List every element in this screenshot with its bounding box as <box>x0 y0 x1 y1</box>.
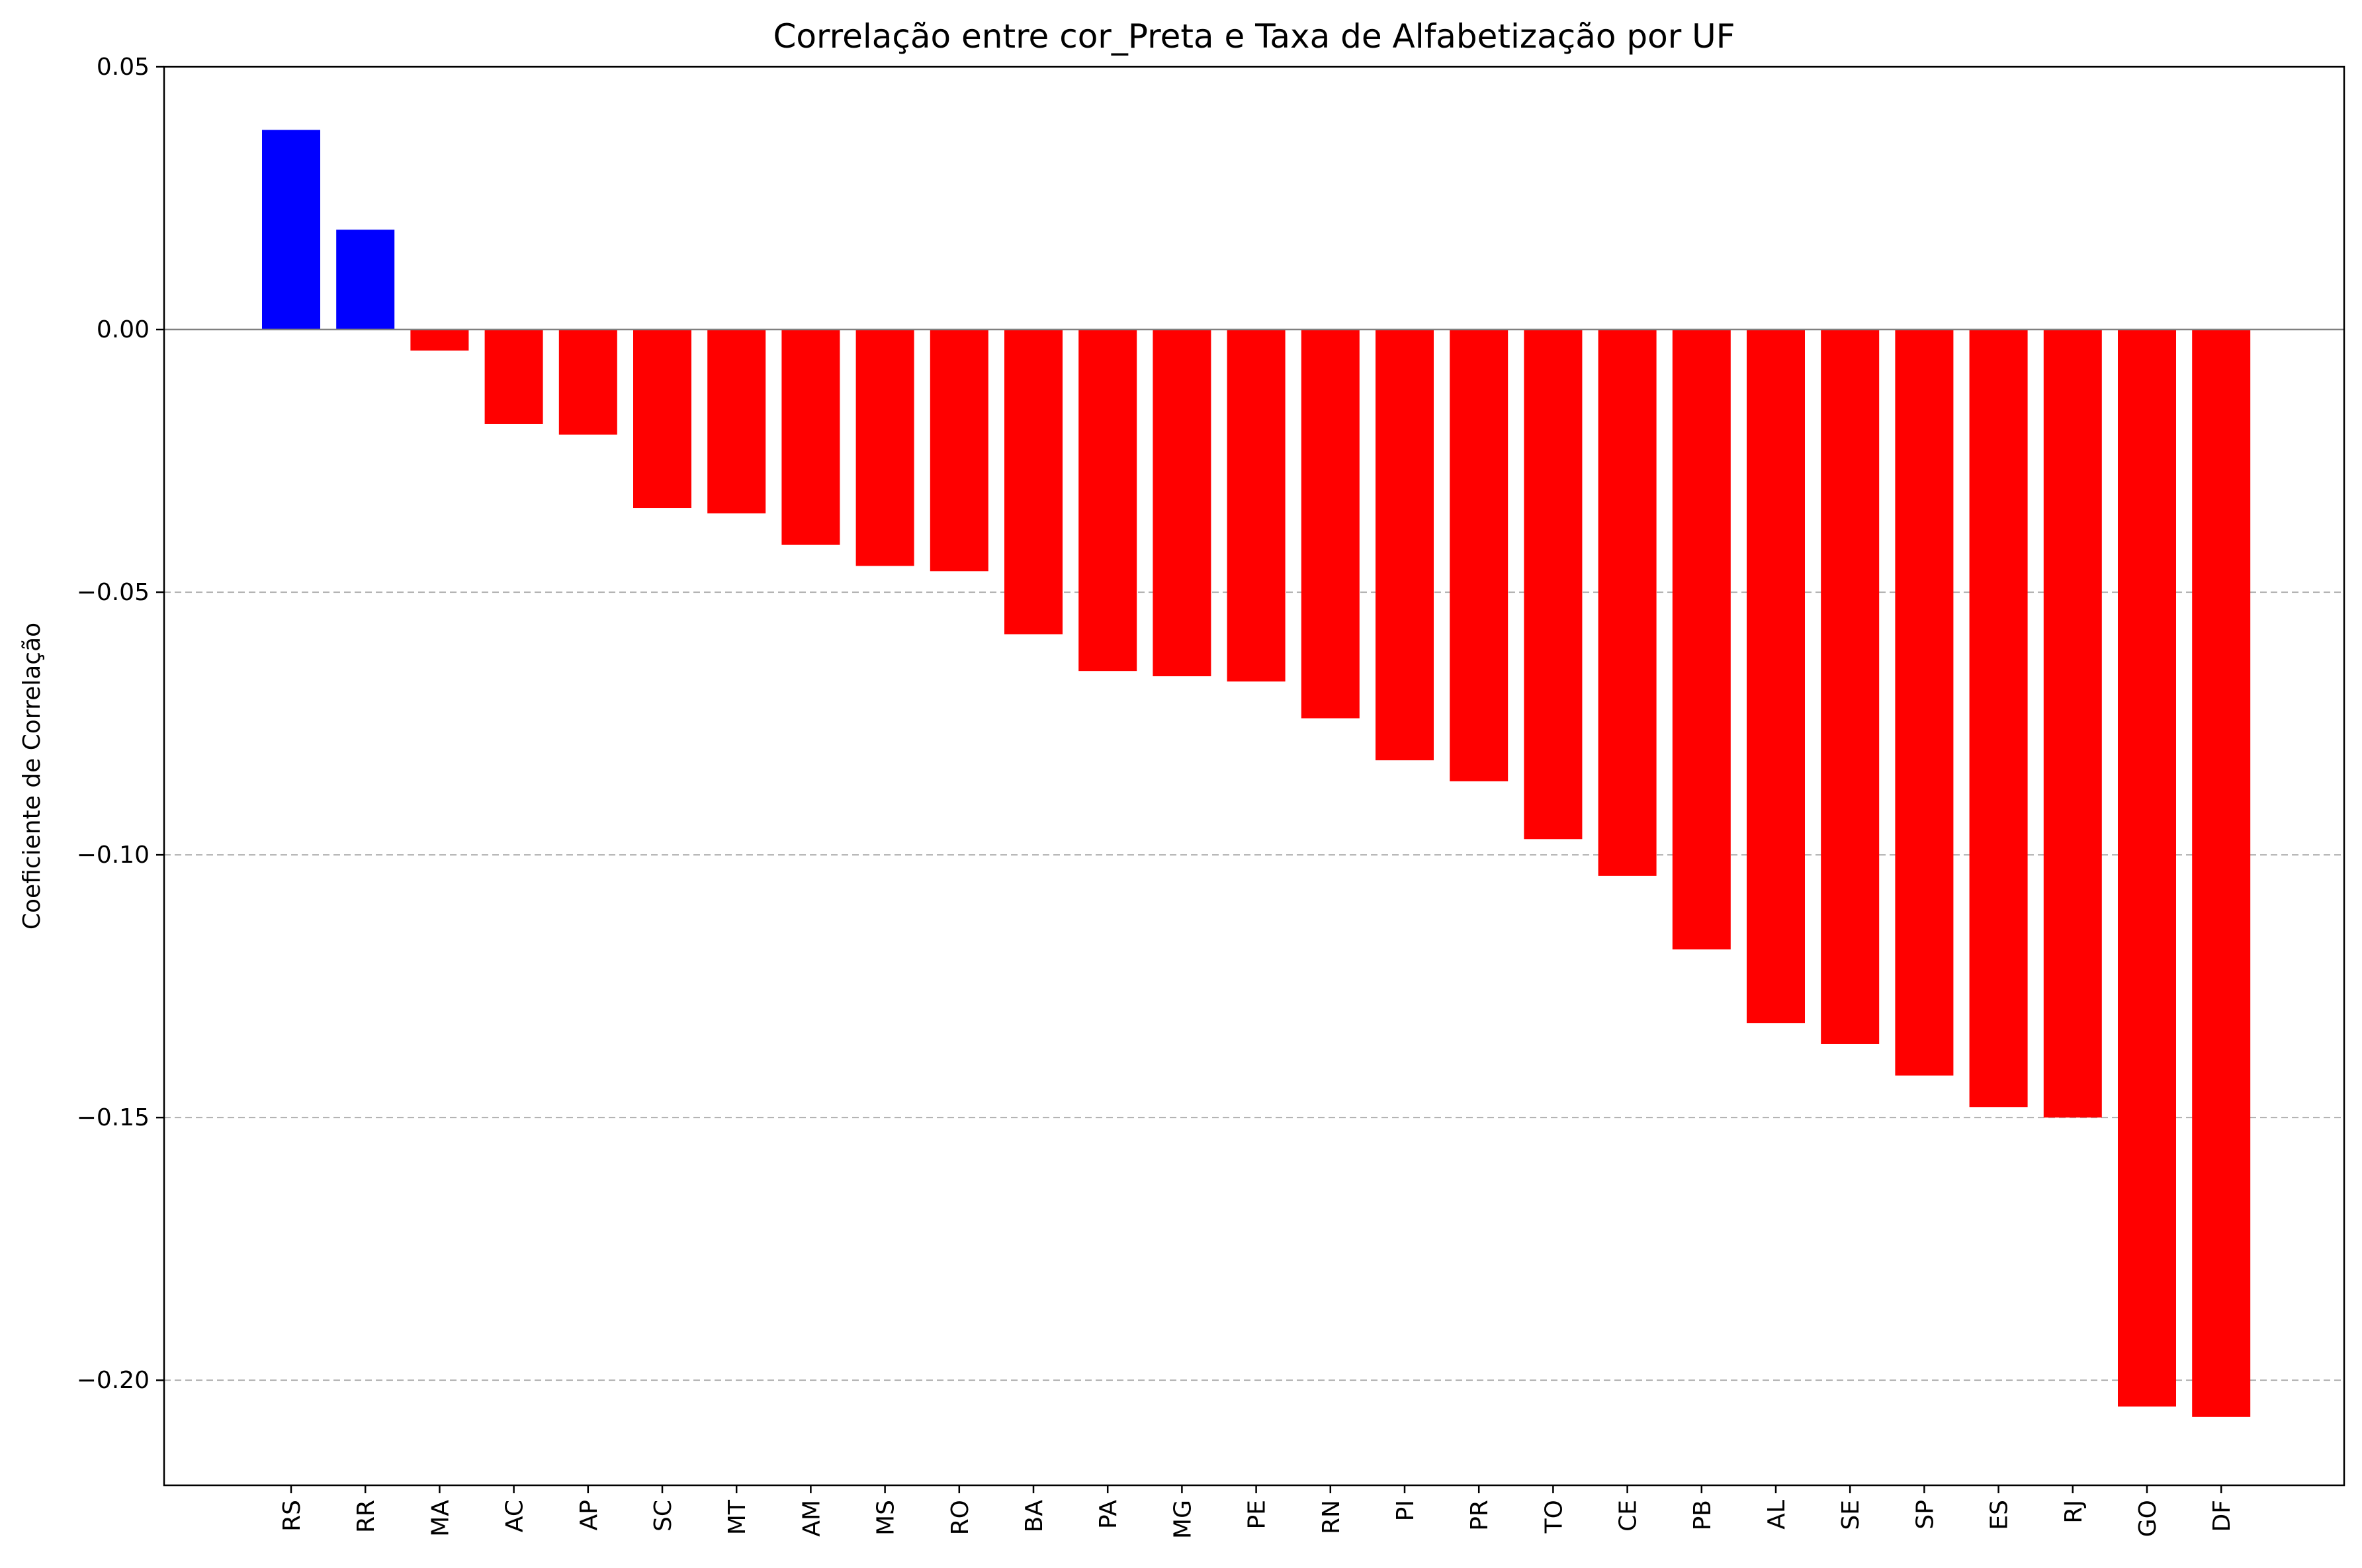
x-tick-label-am: AM <box>798 1500 825 1537</box>
bar-ma <box>410 329 469 351</box>
x-tick-label-rr: RR <box>353 1500 380 1533</box>
x-tick-label-df: DF <box>2209 1500 2236 1532</box>
bar-pi <box>1376 329 1434 761</box>
x-tick-label-rn: RN <box>1318 1500 1345 1534</box>
bar-to <box>1524 329 1583 840</box>
x-tick-label-sc: SC <box>650 1500 677 1532</box>
bar-sp <box>1895 329 1954 1076</box>
x-tick-label-to: TO <box>1540 1500 1567 1534</box>
x-tick-label-mg: MG <box>1169 1500 1196 1539</box>
bar-sc <box>633 329 691 509</box>
bar-al <box>1747 329 1805 1024</box>
x-tick-label-es: ES <box>1986 1500 2013 1530</box>
y-axis-label: Coeficiente de Correlação <box>19 623 46 930</box>
bar-ba <box>1004 329 1063 634</box>
bar-ac <box>484 329 543 424</box>
x-tick-label-ro: RO <box>947 1500 974 1535</box>
bar-ap <box>558 329 617 435</box>
chart-title: Correlação entre cor_Preta e Taxa de Alf… <box>773 17 1735 56</box>
bar-pr <box>1450 329 1509 781</box>
x-tick-label-go: GO <box>2134 1500 2162 1537</box>
x-tick-label-ac: AC <box>502 1500 529 1532</box>
x-axis-ticks: RS RR MA AC AP SC MT AM MS RO BA PA MG PE RN PI PR TO CE PB… <box>279 1485 2236 1539</box>
bar-rn <box>1301 329 1360 719</box>
bar-se <box>1821 329 1880 1044</box>
x-tick-label-pb: PB <box>1689 1500 1716 1530</box>
bar-pb <box>1672 329 1731 950</box>
bars <box>262 130 2251 1417</box>
bar-go <box>2118 329 2176 1407</box>
bar-rs <box>262 130 320 330</box>
y-tick-label: −0.05 <box>77 579 150 606</box>
y-tick-label: 0.00 <box>97 316 150 343</box>
x-tick-label-pr: PR <box>1466 1500 1493 1531</box>
bar-ro <box>930 329 988 572</box>
x-tick-label-sp: SP <box>1911 1500 1939 1530</box>
x-tick-label-pi: PI <box>1392 1500 1419 1521</box>
bar-rr <box>336 230 395 330</box>
x-tick-label-pe: PE <box>1244 1500 1271 1529</box>
x-tick-label-ma: MA <box>427 1500 454 1537</box>
bar-pe <box>1227 329 1286 682</box>
plot-frame <box>163 65 2345 1487</box>
bar-mt <box>707 329 766 513</box>
bar-ce <box>1598 329 1657 876</box>
y-tick-label: −0.20 <box>77 1367 150 1394</box>
bar-mg <box>1153 329 1211 677</box>
bar-ms <box>855 329 914 566</box>
y-axis-ticks: 0.05 0.00 −0.05 −0.10 −0.15 −0.20 <box>77 54 164 1394</box>
bar-rj <box>2043 329 2102 1118</box>
bar-am <box>781 329 840 545</box>
x-tick-label-ap: AP <box>576 1500 603 1530</box>
x-tick-label-ce: CE <box>1615 1500 1642 1532</box>
bar-es <box>1969 329 2028 1108</box>
y-tick-label: −0.10 <box>77 842 150 869</box>
x-tick-label-se: SE <box>1837 1500 1864 1530</box>
x-tick-label-ba: BA <box>1021 1500 1048 1533</box>
x-tick-label-al: AL <box>1763 1500 1790 1530</box>
y-tick-label: −0.15 <box>77 1104 150 1131</box>
x-tick-label-pa: PA <box>1095 1500 1122 1529</box>
x-tick-label-rj: RJ <box>2060 1500 2087 1524</box>
x-tick-label-rs: RS <box>279 1500 306 1532</box>
bar-pa <box>1078 329 1137 672</box>
bar-df <box>2192 329 2251 1417</box>
x-tick-label-ms: MS <box>873 1500 900 1536</box>
y-tick-label: 0.05 <box>97 54 150 81</box>
x-tick-label-mt: MT <box>724 1499 751 1535</box>
